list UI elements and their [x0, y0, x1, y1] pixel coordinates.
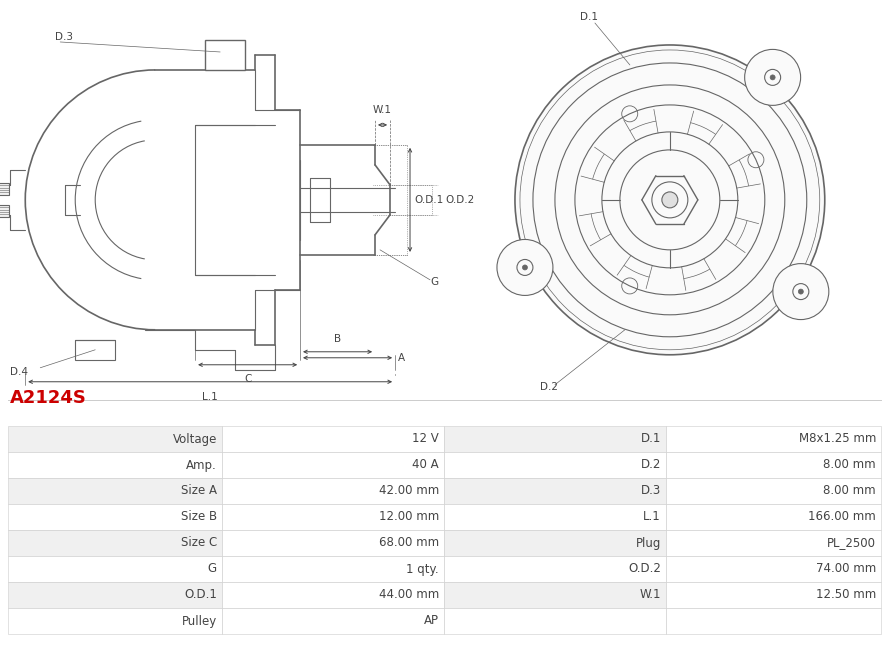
Text: D.1: D.1 — [580, 12, 598, 22]
Text: O.D.1: O.D.1 — [184, 588, 217, 601]
Bar — [8, 452, 222, 478]
Bar — [444, 504, 666, 530]
Text: D.1: D.1 — [641, 432, 661, 445]
Bar — [222, 452, 444, 478]
Bar — [222, 478, 444, 504]
Bar — [0, 205, 9, 217]
Text: W.1: W.1 — [373, 105, 392, 115]
Text: 8.00 mm: 8.00 mm — [823, 484, 876, 497]
Text: W.1: W.1 — [639, 588, 661, 601]
Bar — [666, 582, 881, 608]
Text: 44.00 mm: 44.00 mm — [379, 588, 439, 601]
Bar — [222, 426, 444, 452]
Bar — [666, 504, 881, 530]
Bar — [444, 478, 666, 504]
Text: O.D.2: O.D.2 — [629, 562, 661, 575]
Text: O.D.2: O.D.2 — [445, 195, 474, 205]
Bar — [444, 452, 666, 478]
Text: D.2: D.2 — [540, 382, 558, 392]
Bar — [444, 556, 666, 582]
Text: 42.00 mm: 42.00 mm — [379, 484, 439, 497]
Bar — [444, 608, 666, 634]
Bar — [222, 556, 444, 582]
Bar — [444, 426, 666, 452]
Text: Amp.: Amp. — [187, 458, 217, 471]
Bar — [666, 530, 881, 556]
Bar — [666, 452, 881, 478]
Bar — [666, 556, 881, 582]
Bar — [444, 530, 666, 556]
Text: Plug: Plug — [636, 536, 661, 549]
Text: Size B: Size B — [180, 510, 217, 523]
Bar — [205, 40, 245, 70]
Text: Pulley: Pulley — [181, 614, 217, 627]
Text: A: A — [398, 353, 405, 363]
Text: A2124S: A2124S — [10, 389, 87, 407]
Circle shape — [662, 192, 677, 208]
Text: PL_2500: PL_2500 — [827, 536, 876, 549]
Text: D.4: D.4 — [11, 367, 28, 377]
Text: L.1: L.1 — [203, 392, 218, 402]
Bar — [8, 426, 222, 452]
Bar — [8, 504, 222, 530]
Text: AP: AP — [424, 614, 439, 627]
Text: D.3: D.3 — [641, 484, 661, 497]
Text: B: B — [334, 334, 341, 344]
Bar — [222, 582, 444, 608]
Text: 40 A: 40 A — [412, 458, 439, 471]
Circle shape — [523, 265, 527, 270]
Text: Size A: Size A — [181, 484, 217, 497]
Text: M8x1.25 mm: M8x1.25 mm — [798, 432, 876, 445]
Bar — [666, 478, 881, 504]
Text: C: C — [244, 374, 252, 383]
Text: D.2: D.2 — [641, 458, 661, 471]
Text: 12.50 mm: 12.50 mm — [816, 588, 876, 601]
Text: 8.00 mm: 8.00 mm — [823, 458, 876, 471]
Bar — [444, 582, 666, 608]
Bar — [222, 504, 444, 530]
Bar — [8, 556, 222, 582]
Text: L.1: L.1 — [644, 510, 661, 523]
Text: G: G — [430, 277, 438, 287]
Bar — [8, 608, 222, 634]
Bar — [8, 478, 222, 504]
Bar — [666, 426, 881, 452]
Text: 12 V: 12 V — [412, 432, 439, 445]
Circle shape — [515, 45, 825, 355]
Circle shape — [497, 239, 553, 296]
Text: D.3: D.3 — [55, 32, 73, 42]
Text: O.D.1: O.D.1 — [414, 195, 444, 205]
Circle shape — [770, 75, 775, 80]
Text: 68.00 mm: 68.00 mm — [379, 536, 439, 549]
Text: Size C: Size C — [180, 536, 217, 549]
Text: Voltage: Voltage — [172, 432, 217, 445]
Circle shape — [745, 49, 801, 105]
Bar — [0, 183, 9, 195]
Text: 12.00 mm: 12.00 mm — [379, 510, 439, 523]
Text: 1 qty.: 1 qty. — [406, 562, 439, 575]
Text: G: G — [208, 562, 217, 575]
Bar — [8, 530, 222, 556]
Circle shape — [773, 264, 829, 320]
Text: 166.00 mm: 166.00 mm — [808, 510, 876, 523]
Bar — [76, 340, 116, 360]
Bar — [222, 608, 444, 634]
Bar — [222, 530, 444, 556]
Text: 74.00 mm: 74.00 mm — [816, 562, 876, 575]
Bar — [666, 608, 881, 634]
Circle shape — [798, 289, 804, 294]
Bar — [8, 582, 222, 608]
